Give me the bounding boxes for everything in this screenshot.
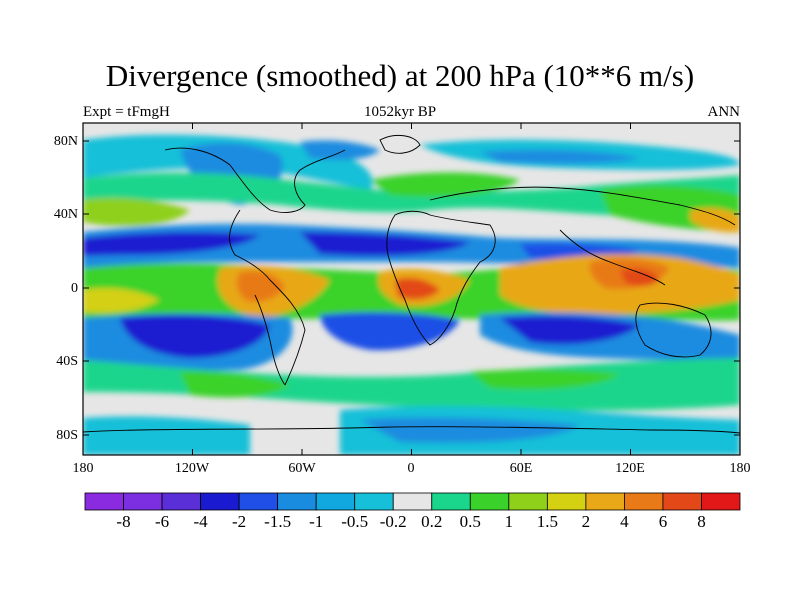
colorbar-label: 6 — [658, 512, 668, 531]
colorbar-label: -2 — [232, 512, 247, 531]
lat-tick-40s: 40S — [56, 354, 78, 369]
colorbar-label: 0.5 — [459, 512, 481, 531]
colorbar-swatch — [123, 492, 163, 511]
colorbar-swatch — [701, 492, 741, 511]
colorbar-label: -8 — [116, 512, 131, 531]
colorbar-label: 0.2 — [421, 512, 443, 531]
colorbar-swatch — [277, 492, 317, 511]
colorbar-swatch — [508, 492, 548, 511]
colorbar-label: -1 — [309, 512, 324, 531]
colorbar-label: 8 — [697, 512, 706, 531]
lon-tick-60e: 60E — [509, 461, 533, 476]
coastlines — [83, 134, 740, 434]
season-label: ANN — [707, 104, 741, 120]
colorbar-label: -0.5 — [341, 512, 369, 531]
colorbar-label: -0.2 — [379, 512, 407, 531]
colorbar — [84, 492, 741, 511]
colorbar-swatch — [469, 492, 510, 511]
colorbar-label: -4 — [193, 512, 208, 531]
colorbar-label: -1.5 — [264, 512, 292, 531]
lat-tick-0: 0 — [71, 281, 78, 296]
chart-title: Divergence (smoothed) at 200 hPa (10**6 … — [105, 58, 695, 93]
lon-tick-120e: 120E — [615, 461, 645, 476]
divergence-field — [83, 123, 740, 455]
colorbar-swatch — [84, 492, 124, 511]
colorbar-label: 2 — [581, 512, 591, 531]
colorbar-swatch — [546, 492, 587, 511]
colorbar-label: 4 — [620, 512, 629, 531]
lon-tick-0: 0 — [407, 461, 415, 476]
lat-tick-40n: 40N — [53, 207, 78, 222]
lon-tick-180w: 180 — [72, 461, 94, 476]
colorbar-swatch — [624, 492, 664, 511]
colorbar-swatch — [354, 492, 394, 511]
colorbar-swatch — [392, 492, 433, 511]
time-label: 1052kyr BP — [363, 104, 437, 120]
lat-tick-80s: 80S — [56, 428, 78, 443]
lon-tick-60w: 60W — [288, 461, 316, 476]
colorbar-swatch — [161, 492, 201, 511]
lon-tick-120w: 120W — [174, 461, 210, 476]
experiment-label: Expt = tFmgH — [83, 104, 170, 120]
colorbar-swatch — [238, 492, 279, 511]
colorbar-swatch — [585, 492, 625, 511]
colorbar-swatch — [431, 492, 471, 511]
lat-tick-80n: 80N — [53, 134, 78, 149]
axis-ticks — [82, 123, 741, 455]
lon-tick-180e: 180 — [729, 461, 751, 476]
colorbar-swatch — [200, 492, 240, 511]
colorbar-label: 1 — [504, 512, 514, 531]
colorbar-swatch — [662, 492, 702, 511]
colorbar-swatch — [315, 492, 356, 511]
colorbar-label: 1.5 — [536, 512, 558, 531]
colorbar-label: -6 — [154, 512, 170, 531]
